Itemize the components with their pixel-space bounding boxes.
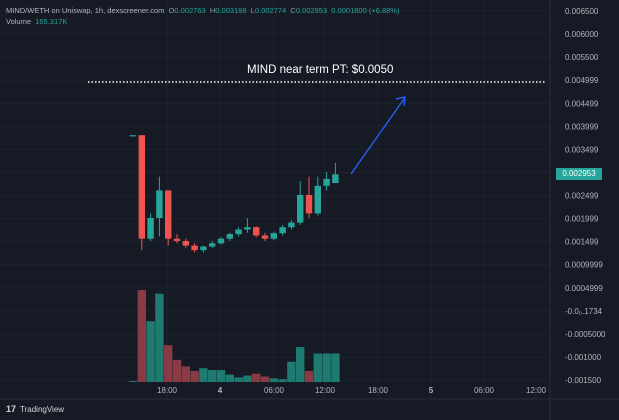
volume-bar	[172, 359, 182, 382]
current-price-tag: 0.002953	[556, 168, 602, 180]
candle-body	[156, 190, 163, 218]
chart-grid	[0, 0, 550, 399]
price-axis-label: 0.006000	[565, 30, 599, 39]
tradingview-logo-icon: 17	[6, 404, 17, 414]
price-axis-label: -0.0005000	[565, 330, 606, 339]
candle-body	[244, 227, 251, 230]
candle-body	[226, 234, 233, 239]
volume-bar	[199, 368, 208, 382]
price-axis-label: 0.0004999	[565, 284, 603, 293]
candle-body	[288, 222, 295, 228]
low-label: L	[250, 6, 255, 15]
tradingview-label: TradingView	[20, 404, 65, 414]
volume-value: 165.317K	[35, 17, 68, 26]
change-value: 0.0001800 (+6.88%)	[331, 6, 400, 15]
symbol-label: MIND/WETH on Uniswap, 1h, dexscreener.co…	[6, 6, 165, 15]
high-value: 0.003198	[215, 6, 247, 15]
open-value: 0.002763	[174, 6, 206, 15]
price-axis-label: 0.002499	[565, 192, 599, 201]
volume-bar	[322, 353, 331, 382]
volume-bar	[181, 366, 190, 382]
volume-bar	[296, 347, 305, 382]
volume-bar	[190, 370, 199, 382]
volume-label: Volume	[6, 17, 32, 26]
time-axis-label: 06:00	[264, 386, 285, 395]
volume-bar	[260, 376, 270, 382]
volume-bar	[208, 370, 217, 382]
volume-bar	[287, 361, 296, 382]
candle-body	[217, 238, 225, 244]
volume-bar	[225, 374, 234, 382]
volume-bar	[304, 370, 314, 382]
price-axis-label: 0.001999	[565, 215, 599, 224]
candle-body	[323, 178, 330, 186]
price-axis-label: 0.001499	[565, 238, 599, 247]
candle-body	[147, 218, 154, 239]
price-axis[interactable]: 0.006500 0.006000 0.005500 0.004999 0.004499…	[565, 7, 606, 385]
candle-body	[165, 190, 172, 239]
price-axis-label: -0.0₀.1734	[565, 307, 603, 316]
volume-bar	[164, 345, 173, 382]
low-value: 0.002774	[254, 6, 287, 15]
candle-body	[138, 135, 145, 239]
volume-bar	[313, 353, 322, 382]
high-label: H	[209, 6, 216, 15]
price-axis-label: -0.001500	[565, 376, 602, 385]
projection-arrow	[350, 96, 406, 175]
volume-bars	[128, 290, 340, 382]
time-axis-label: 12:00	[526, 386, 547, 395]
candle-body	[182, 241, 189, 246]
candle-body	[235, 229, 242, 235]
price-axis-label: 0.006500	[565, 7, 599, 16]
price-target-annotation: MIND near term PT: $0.0050	[247, 64, 394, 76]
price-axis-label: 0.003999	[565, 122, 599, 131]
volume-bar	[146, 321, 155, 382]
volume-bar	[234, 377, 243, 382]
candle-body	[332, 174, 339, 184]
price-axis-label: -0.001000	[565, 353, 602, 362]
candle-body	[270, 233, 277, 239]
time-axis-label: 5	[429, 386, 434, 395]
close-value: 0.002953	[295, 6, 328, 15]
price-axis-label: 0.003499	[565, 145, 599, 154]
volume-bar	[269, 378, 278, 382]
candle-body	[253, 227, 260, 236]
price-axis-label: 0.004499	[565, 99, 599, 108]
candle-body	[305, 195, 313, 214]
volume-bar	[137, 290, 146, 382]
candle-body	[209, 243, 216, 247]
volume-bar	[331, 353, 340, 382]
legend-ohlc-line: MIND/WETH on Uniswap, 1h, dexscreener.co…	[6, 5, 399, 16]
price-axis-label: 0.004999	[565, 76, 599, 85]
time-axis[interactable]: 18:00 4 06:00 12:00 18:00 5 06:00 12:00	[157, 386, 547, 395]
price-axis-label: 0.0009999	[565, 261, 603, 270]
candle-body	[314, 185, 321, 214]
candle-body	[191, 245, 198, 251]
candle-body	[261, 235, 269, 239]
time-axis-label: 18:00	[368, 386, 389, 395]
legend-volume-line: Volume 165.317K	[6, 16, 399, 27]
volume-bar	[252, 373, 261, 382]
chart-legend: MIND/WETH on Uniswap, 1h, dexscreener.co…	[6, 5, 399, 27]
time-axis-label: 12:00	[315, 386, 336, 395]
volume-bar	[216, 370, 226, 382]
candle-body	[129, 135, 137, 137]
volume-bar	[128, 381, 138, 382]
candlesticks	[129, 135, 339, 253]
close-label: C	[290, 6, 296, 15]
time-axis-label: 06:00	[474, 386, 495, 395]
tradingview-brand[interactable]: 17 TradingView	[6, 404, 64, 414]
volume-bar	[155, 293, 164, 382]
candle-body	[297, 195, 304, 223]
time-axis-label: 18:00	[157, 386, 178, 395]
candle-body	[173, 238, 181, 241]
candle-body	[200, 246, 207, 251]
candle-body	[279, 227, 286, 234]
time-axis-label: 4	[218, 386, 223, 395]
volume-bar	[243, 375, 252, 382]
open-label: O	[168, 6, 175, 15]
price-axis-label: 0.005500	[565, 53, 599, 62]
volume-bar	[278, 379, 287, 382]
